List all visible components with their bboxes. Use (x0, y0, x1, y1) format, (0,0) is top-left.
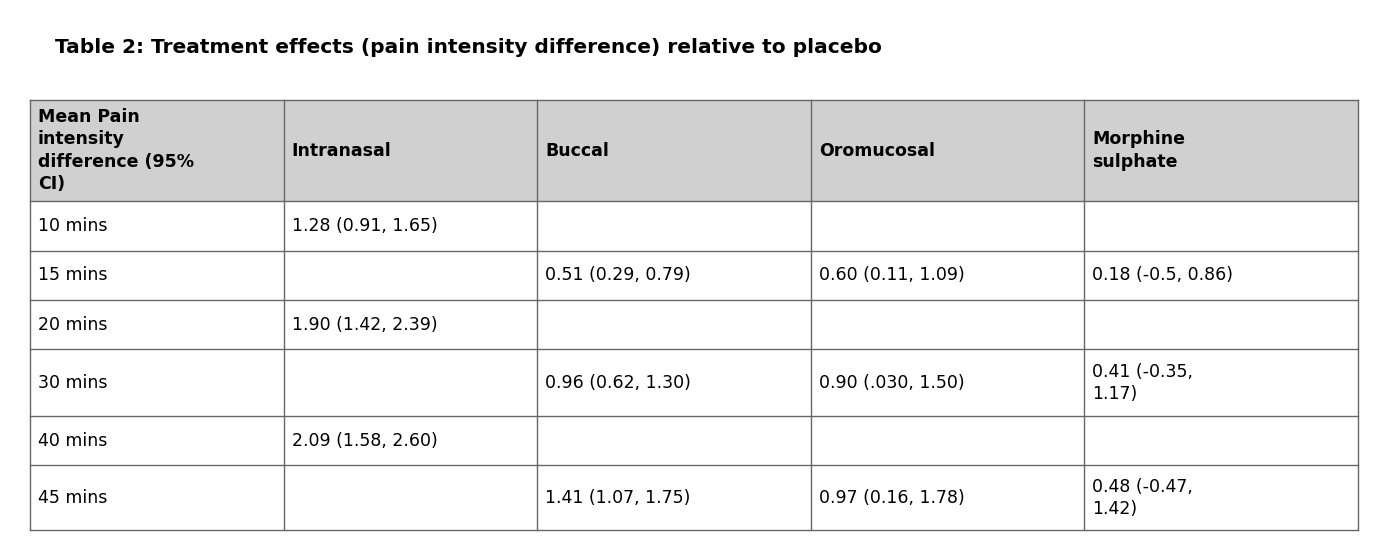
Bar (31, 100, 283, 201)
Bar (31, 201, 283, 250)
Bar (811, 201, 1084, 250)
Text: 0.96 (0.62, 1.30): 0.96 (0.62, 1.30) (545, 374, 691, 392)
Bar (283, 250, 537, 300)
Bar (537, 100, 811, 201)
Text: 1.90 (1.42, 2.39): 1.90 (1.42, 2.39) (291, 316, 437, 334)
Bar (31, 300, 283, 349)
Text: 1.28 (0.91, 1.65): 1.28 (0.91, 1.65) (291, 217, 437, 235)
Text: Oromucosal: Oromucosal (819, 141, 936, 159)
Text: 1.41 (1.07, 1.75): 1.41 (1.07, 1.75) (545, 489, 691, 507)
Text: Morphine
sulphate: Morphine sulphate (1092, 130, 1185, 170)
Text: 0.97 (0.16, 1.78): 0.97 (0.16, 1.78) (819, 489, 965, 507)
Text: Intranasal: Intranasal (291, 141, 391, 159)
Text: 40 mins: 40 mins (37, 432, 107, 450)
Bar (283, 201, 537, 250)
Text: 0.90 (.030, 1.50): 0.90 (.030, 1.50) (819, 374, 965, 392)
Text: 0.51 (0.29, 0.79): 0.51 (0.29, 0.79) (545, 266, 691, 284)
Bar (537, 416, 811, 465)
Bar (31, 465, 283, 530)
Bar (283, 100, 537, 201)
Bar (537, 349, 811, 416)
Bar (31, 349, 283, 416)
Bar (537, 300, 811, 349)
Text: 0.18 (-0.5, 0.86): 0.18 (-0.5, 0.86) (1092, 266, 1234, 284)
Bar (811, 416, 1084, 465)
Bar (1084, 250, 1357, 300)
Bar (283, 465, 537, 530)
Bar (1084, 201, 1357, 250)
Text: Mean Pain
intensity
difference (95%
CI): Mean Pain intensity difference (95% CI) (37, 108, 194, 193)
Text: 0.41 (-0.35,
1.17): 0.41 (-0.35, 1.17) (1092, 362, 1194, 403)
Bar (537, 250, 811, 300)
Bar (31, 416, 283, 465)
Text: 0.48 (-0.47,
1.42): 0.48 (-0.47, 1.42) (1092, 477, 1194, 518)
Bar (283, 349, 537, 416)
Bar (811, 100, 1084, 201)
Bar (811, 250, 1084, 300)
Bar (811, 300, 1084, 349)
Text: 2.09 (1.58, 2.60): 2.09 (1.58, 2.60) (291, 432, 437, 450)
Text: 15 mins: 15 mins (37, 266, 107, 284)
Bar (1084, 100, 1357, 201)
Text: Table 2: Treatment effects (pain intensity difference) relative to placebo: Table 2: Treatment effects (pain intensi… (56, 38, 881, 57)
Text: Buccal: Buccal (545, 141, 609, 159)
Bar (283, 300, 537, 349)
Bar (1084, 349, 1357, 416)
Bar (1084, 416, 1357, 465)
Bar (811, 465, 1084, 530)
Text: 30 mins: 30 mins (37, 374, 107, 392)
Text: 10 mins: 10 mins (37, 217, 107, 235)
Bar (537, 465, 811, 530)
Text: 20 mins: 20 mins (37, 316, 107, 334)
Bar (811, 349, 1084, 416)
Bar (283, 416, 537, 465)
Bar (1084, 300, 1357, 349)
Bar (31, 250, 283, 300)
Text: 0.60 (0.11, 1.09): 0.60 (0.11, 1.09) (819, 266, 965, 284)
Bar (1084, 465, 1357, 530)
Bar (537, 201, 811, 250)
Text: 45 mins: 45 mins (37, 489, 107, 507)
